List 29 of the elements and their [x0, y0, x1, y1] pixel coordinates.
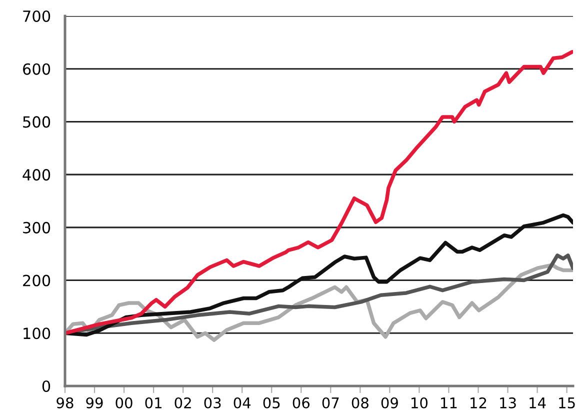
line-series	[65, 50, 573, 336]
x-tick-label: 04	[234, 397, 251, 408]
y-tick-label: 400	[22, 169, 50, 181]
x-tick-label: 02	[174, 397, 191, 408]
x-tick-label: 03	[204, 397, 221, 408]
x-tick-label: 14	[530, 398, 546, 408]
x-tick-label: 10	[412, 397, 428, 408]
x-tick-label: 08	[352, 397, 368, 408]
x-tick-label: 06	[292, 397, 310, 408]
y-tick-label: 300	[23, 222, 50, 234]
x-tick-label: 15	[559, 398, 575, 408]
x-tick-label: 07	[322, 397, 339, 408]
x-tick-label: 09	[381, 397, 398, 408]
x-tick-label: 12	[470, 397, 486, 408]
y-tick-label: 100	[24, 328, 50, 340]
x-tick-label: 05	[263, 397, 280, 408]
y-tick-label: 600	[23, 63, 50, 75]
x-tick-label: 99	[86, 397, 103, 408]
y-tick-label: 0	[42, 380, 50, 392]
y-tick-label: 200	[23, 274, 50, 286]
y-tick-label: 700	[23, 10, 50, 22]
x-tick-label: 00	[116, 397, 132, 408]
x-tick-label: 01	[145, 397, 162, 408]
x-tick-label: 13	[500, 397, 516, 408]
x-tick-label: 11	[441, 398, 457, 408]
y-tick-label: 500	[23, 116, 50, 128]
line-series	[65, 213, 573, 337]
x-tick-label: 98	[56, 397, 74, 408]
line-series	[65, 263, 573, 342]
